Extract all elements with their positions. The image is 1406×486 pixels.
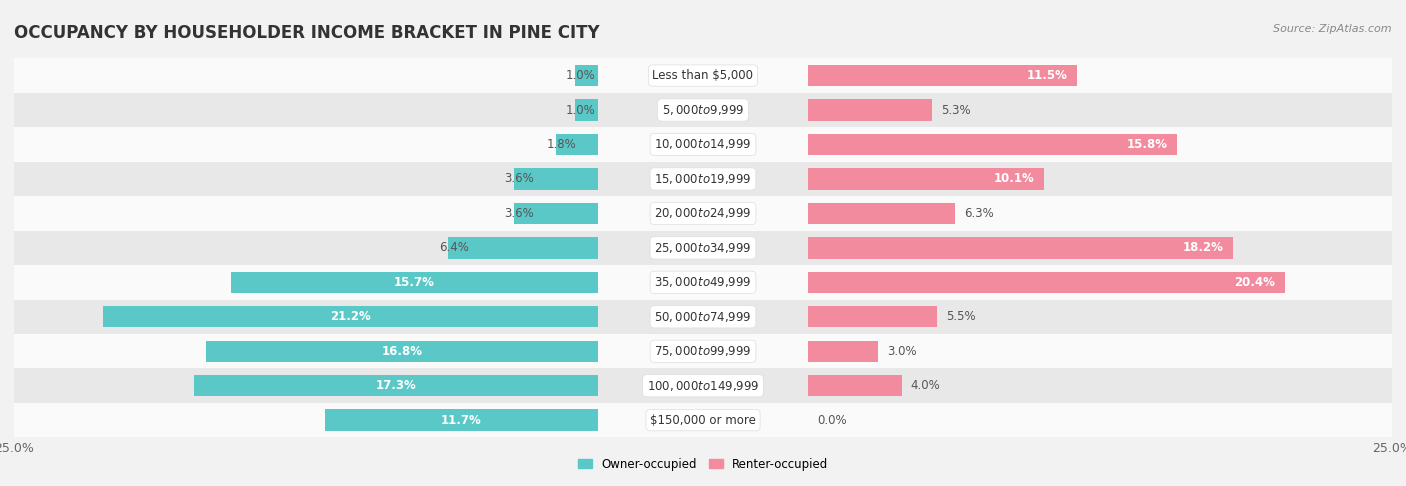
Text: Source: ZipAtlas.com: Source: ZipAtlas.com xyxy=(1274,24,1392,35)
Bar xyxy=(14,265,598,299)
Bar xyxy=(598,127,808,162)
Text: $15,000 to $19,999: $15,000 to $19,999 xyxy=(654,172,752,186)
Text: 1.8%: 1.8% xyxy=(547,138,576,151)
Text: $25,000 to $34,999: $25,000 to $34,999 xyxy=(654,241,752,255)
Bar xyxy=(808,231,1392,265)
Text: $5,000 to $9,999: $5,000 to $9,999 xyxy=(662,103,744,117)
Bar xyxy=(14,127,598,162)
Bar xyxy=(14,93,598,127)
Text: OCCUPANCY BY HOUSEHOLDER INCOME BRACKET IN PINE CITY: OCCUPANCY BY HOUSEHOLDER INCOME BRACKET … xyxy=(14,24,600,42)
Bar xyxy=(555,134,598,155)
Bar xyxy=(575,65,598,86)
Bar xyxy=(575,99,598,121)
Bar xyxy=(808,341,879,362)
Text: 1.0%: 1.0% xyxy=(565,104,595,117)
Bar xyxy=(808,127,1392,162)
Bar xyxy=(808,299,1392,334)
Bar xyxy=(14,231,598,265)
Bar xyxy=(598,231,808,265)
Bar xyxy=(449,237,598,259)
Text: 4.0%: 4.0% xyxy=(911,379,941,392)
Bar xyxy=(808,272,1285,293)
Bar xyxy=(808,196,1392,231)
Bar xyxy=(14,162,598,196)
Bar xyxy=(808,203,955,224)
Bar xyxy=(598,334,808,368)
Text: 6.3%: 6.3% xyxy=(965,207,994,220)
Bar xyxy=(103,306,598,328)
Bar xyxy=(808,306,936,328)
Bar xyxy=(808,99,932,121)
Text: $35,000 to $49,999: $35,000 to $49,999 xyxy=(654,276,752,289)
Bar xyxy=(808,237,1233,259)
Text: 3.6%: 3.6% xyxy=(505,173,534,186)
Text: 20.4%: 20.4% xyxy=(1234,276,1275,289)
Bar xyxy=(598,58,808,93)
Text: 21.2%: 21.2% xyxy=(330,310,371,323)
Bar xyxy=(808,403,1392,437)
Bar xyxy=(513,203,598,224)
Bar xyxy=(14,334,598,368)
Legend: Owner-occupied, Renter-occupied: Owner-occupied, Renter-occupied xyxy=(572,453,834,475)
Bar xyxy=(205,341,598,362)
Text: 5.5%: 5.5% xyxy=(946,310,976,323)
Bar xyxy=(598,162,808,196)
Bar xyxy=(14,196,598,231)
Text: Less than $5,000: Less than $5,000 xyxy=(652,69,754,82)
Bar xyxy=(194,375,598,397)
Text: 15.8%: 15.8% xyxy=(1126,138,1168,151)
Bar xyxy=(325,410,598,431)
Bar xyxy=(808,162,1392,196)
Text: $75,000 to $99,999: $75,000 to $99,999 xyxy=(654,344,752,358)
Bar xyxy=(808,93,1392,127)
Text: $100,000 to $149,999: $100,000 to $149,999 xyxy=(647,379,759,393)
Text: $20,000 to $24,999: $20,000 to $24,999 xyxy=(654,207,752,220)
Bar xyxy=(808,168,1045,190)
Bar xyxy=(513,168,598,190)
Bar xyxy=(14,403,598,437)
Bar xyxy=(808,265,1392,299)
Text: 11.5%: 11.5% xyxy=(1026,69,1067,82)
Bar xyxy=(808,134,1177,155)
Bar xyxy=(231,272,598,293)
Text: 0.0%: 0.0% xyxy=(817,414,846,427)
Bar xyxy=(598,265,808,299)
Bar xyxy=(598,93,808,127)
Bar xyxy=(808,334,1392,368)
Text: 3.0%: 3.0% xyxy=(887,345,917,358)
Bar xyxy=(14,58,598,93)
Bar xyxy=(14,368,598,403)
Bar xyxy=(808,58,1392,93)
Text: $50,000 to $74,999: $50,000 to $74,999 xyxy=(654,310,752,324)
Bar xyxy=(808,368,1392,403)
Text: 3.6%: 3.6% xyxy=(505,207,534,220)
Text: 10.1%: 10.1% xyxy=(994,173,1035,186)
Bar xyxy=(808,65,1077,86)
Bar xyxy=(598,299,808,334)
Text: 16.8%: 16.8% xyxy=(381,345,422,358)
Bar xyxy=(598,368,808,403)
Bar xyxy=(598,403,808,437)
Text: $10,000 to $14,999: $10,000 to $14,999 xyxy=(654,138,752,152)
Bar xyxy=(598,196,808,231)
Text: 18.2%: 18.2% xyxy=(1182,242,1223,254)
Text: 15.7%: 15.7% xyxy=(394,276,434,289)
Text: 11.7%: 11.7% xyxy=(441,414,482,427)
Bar xyxy=(14,299,598,334)
Text: 5.3%: 5.3% xyxy=(941,104,970,117)
Bar xyxy=(808,375,901,397)
Text: 17.3%: 17.3% xyxy=(375,379,416,392)
Text: 6.4%: 6.4% xyxy=(439,242,470,254)
Text: $150,000 or more: $150,000 or more xyxy=(650,414,756,427)
Text: 1.0%: 1.0% xyxy=(565,69,595,82)
